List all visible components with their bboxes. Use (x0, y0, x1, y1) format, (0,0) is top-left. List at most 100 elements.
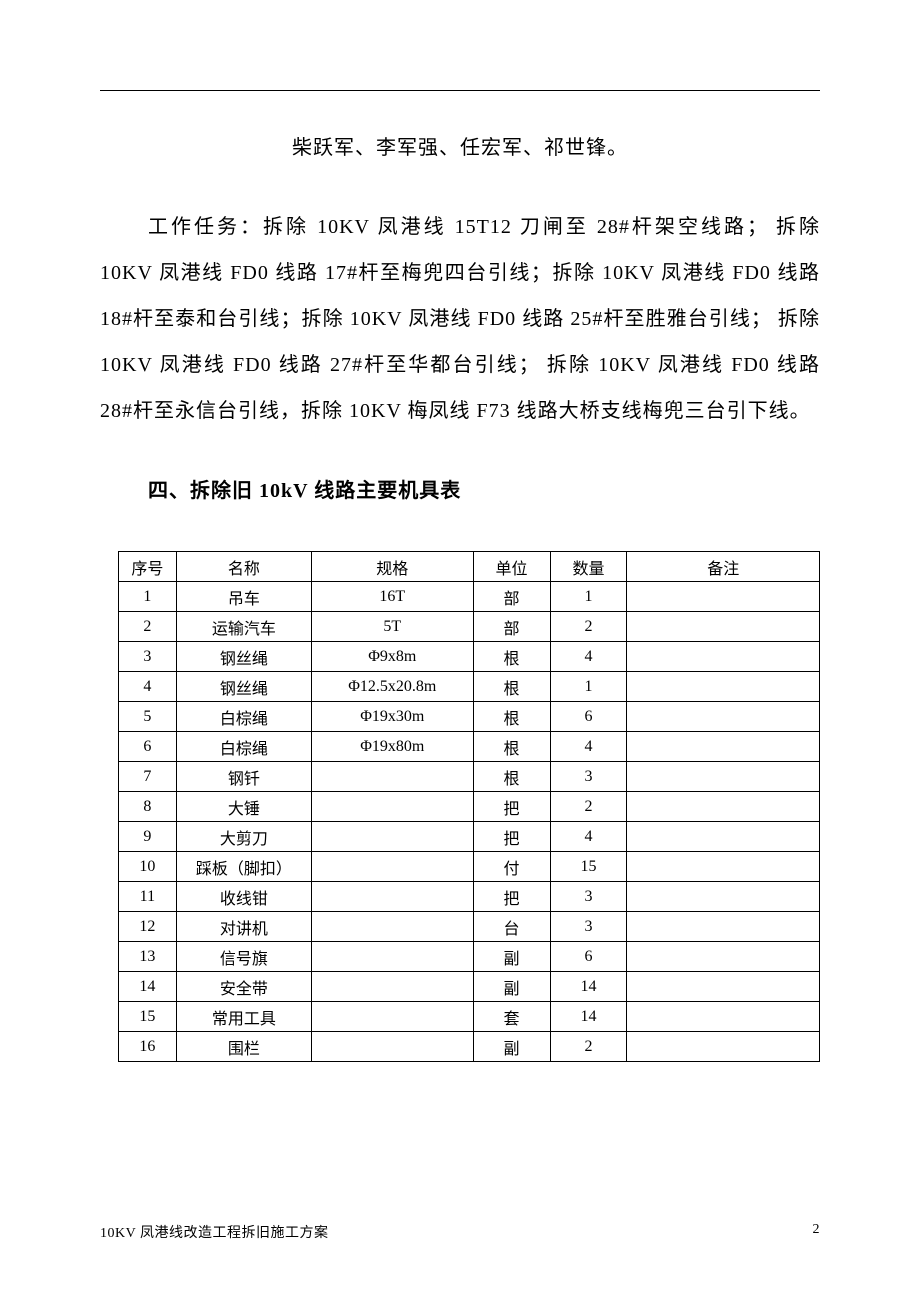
table-cell: 根 (473, 762, 550, 792)
table-cell (312, 762, 473, 792)
table-cell (312, 792, 473, 822)
table-cell: 常用工具 (176, 1002, 311, 1032)
table-cell (312, 972, 473, 1002)
table-row: 11收线钳把3 (119, 882, 820, 912)
table-cell: 大锤 (176, 792, 311, 822)
table-cell: 2 (550, 792, 627, 822)
table-cell: 副 (473, 942, 550, 972)
table-row: 12对讲机台3 (119, 912, 820, 942)
table-cell: 部 (473, 582, 550, 612)
table-row: 5白棕绳Φ19x30m根6 (119, 702, 820, 732)
table-cell: 2 (550, 612, 627, 642)
table-cell: 钢丝绳 (176, 642, 311, 672)
header-rule (100, 90, 820, 91)
table-cell (627, 852, 820, 882)
work-task-paragraph: 工作任务：拆除 10KV 凤港线 15T12 刀闸至 28#杆架空线路； 拆除 … (100, 204, 820, 434)
table-cell: 台 (473, 912, 550, 942)
table-cell: 踩板（脚扣） (176, 852, 311, 882)
col-header: 单位 (473, 552, 550, 582)
table-cell: 白棕绳 (176, 702, 311, 732)
table-cell (312, 912, 473, 942)
table-cell: 6 (550, 702, 627, 732)
table-row: 8大锤 把2 (119, 792, 820, 822)
table-cell: 14 (550, 1002, 627, 1032)
table-row: 13信号旗副6 (119, 942, 820, 972)
table-cell: 3 (550, 762, 627, 792)
table-cell (312, 822, 473, 852)
table-cell: Φ19x80m (312, 732, 473, 762)
table-cell: Φ19x30m (312, 702, 473, 732)
table-cell (312, 1032, 473, 1062)
table-cell: 信号旗 (176, 942, 311, 972)
table-cell: 2 (550, 1032, 627, 1062)
table-cell: 1 (119, 582, 177, 612)
table-header-row: 序号 名称 规格 单位 数量 备注 (119, 552, 820, 582)
table-cell: 套 (473, 1002, 550, 1032)
table-cell: 7 (119, 762, 177, 792)
table-row: 9大剪刀把4 (119, 822, 820, 852)
table-cell: 吊车 (176, 582, 311, 612)
table-cell: 把 (473, 882, 550, 912)
table-row: 14安全带副14 (119, 972, 820, 1002)
table-cell: 11 (119, 882, 177, 912)
table-cell: 1 (550, 672, 627, 702)
footer-page-number: 2 (813, 1222, 821, 1242)
section-heading-four: 四、拆除旧 10kV 线路主要机具表 (100, 474, 820, 503)
table-row: 3钢丝绳Φ9x8m根4 (119, 642, 820, 672)
personnel-names: 柴跃军、李军强、任宏军、祁世锋。 (100, 131, 820, 160)
col-header: 数量 (550, 552, 627, 582)
table-cell (627, 762, 820, 792)
equipment-table-body: 1吊车16T部12运输汽车5T部23钢丝绳Φ9x8m根44钢丝绳Φ12.5x20… (119, 582, 820, 1062)
table-cell: 把 (473, 792, 550, 822)
table-cell: 14 (119, 972, 177, 1002)
table-cell: 运输汽车 (176, 612, 311, 642)
table-cell: 围栏 (176, 1032, 311, 1062)
table-cell: 5 (119, 702, 177, 732)
table-cell: 3 (119, 642, 177, 672)
table-cell: 根 (473, 672, 550, 702)
table-cell (627, 1032, 820, 1062)
table-cell (627, 612, 820, 642)
table-cell: 安全带 (176, 972, 311, 1002)
table-cell: 大剪刀 (176, 822, 311, 852)
table-row: 7钢钎 根3 (119, 762, 820, 792)
table-cell (627, 972, 820, 1002)
table-cell: 16 (119, 1032, 177, 1062)
table-row: 15常用工具套14 (119, 1002, 820, 1032)
table-cell: Φ9x8m (312, 642, 473, 672)
table-cell (312, 1002, 473, 1032)
table-cell (312, 942, 473, 972)
table-cell: 9 (119, 822, 177, 852)
table-cell (627, 702, 820, 732)
table-cell: 3 (550, 912, 627, 942)
table-cell (627, 642, 820, 672)
table-cell: 钢钎 (176, 762, 311, 792)
table-cell: 根 (473, 642, 550, 672)
table-cell (312, 882, 473, 912)
table-cell: 1 (550, 582, 627, 612)
table-cell (627, 732, 820, 762)
table-cell: 8 (119, 792, 177, 822)
table-row: 1吊车16T部1 (119, 582, 820, 612)
table-cell: 白棕绳 (176, 732, 311, 762)
table-cell: 13 (119, 942, 177, 972)
table-cell: 付 (473, 852, 550, 882)
equipment-table: 序号 名称 规格 单位 数量 备注 1吊车16T部12运输汽车5T部23钢丝绳Φ… (118, 551, 820, 1062)
table-cell: 15 (550, 852, 627, 882)
table-cell: 钢丝绳 (176, 672, 311, 702)
col-header: 序号 (119, 552, 177, 582)
table-cell: 3 (550, 882, 627, 912)
col-header: 名称 (176, 552, 311, 582)
table-cell: 部 (473, 612, 550, 642)
col-header: 规格 (312, 552, 473, 582)
table-cell: 14 (550, 972, 627, 1002)
table-cell: 5T (312, 612, 473, 642)
table-cell: 6 (119, 732, 177, 762)
table-cell (627, 942, 820, 972)
table-cell (627, 912, 820, 942)
table-cell: 根 (473, 732, 550, 762)
table-row: 2运输汽车5T部2 (119, 612, 820, 642)
table-cell (627, 792, 820, 822)
table-cell (627, 882, 820, 912)
table-cell: 12 (119, 912, 177, 942)
